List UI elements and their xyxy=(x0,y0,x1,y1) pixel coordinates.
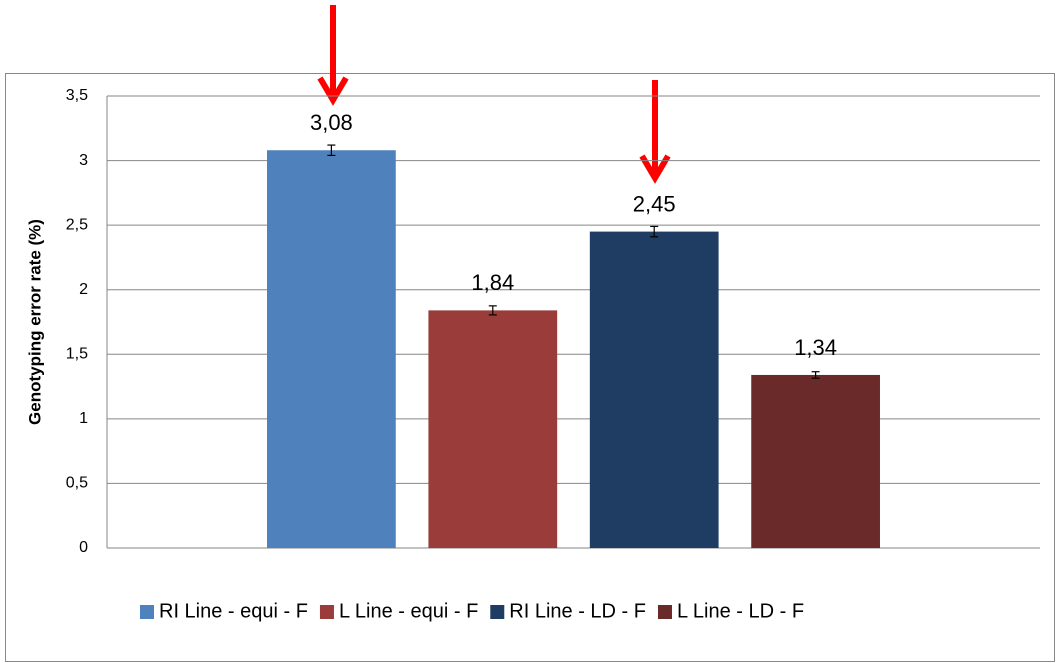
bar xyxy=(428,310,558,548)
error-bar xyxy=(488,305,497,316)
legend-swatch xyxy=(657,605,672,619)
legend-swatch xyxy=(319,605,334,619)
error-bar xyxy=(327,144,336,157)
error-bar xyxy=(811,371,820,379)
legend-swatch xyxy=(140,605,154,619)
bar xyxy=(751,374,880,548)
error-bar xyxy=(650,225,659,238)
y-tick-label: 3 xyxy=(79,152,88,169)
data-label: 3,08 xyxy=(310,110,353,135)
arrow xyxy=(317,5,349,106)
data-label: 1,34 xyxy=(794,335,837,360)
legend-swatch xyxy=(490,605,505,619)
legend-label: L Line - LD - F xyxy=(677,600,804,622)
legend-label: RI Line - LD - F xyxy=(509,600,646,622)
legend-label: RI Line - equi - F xyxy=(159,600,308,622)
y-tick-label: 1,5 xyxy=(66,346,88,363)
bar xyxy=(267,150,396,549)
data-label: 2,45 xyxy=(633,191,676,216)
y-tick-label: 1 xyxy=(79,410,88,427)
data-label: 1,84 xyxy=(471,270,514,295)
bar xyxy=(589,231,719,548)
legend-label: L Line - equi - F xyxy=(339,600,478,622)
y-tick-label: 0,5 xyxy=(66,475,88,492)
y-tick-label: 3,5 xyxy=(66,87,88,104)
y-tick-label: 2 xyxy=(79,281,88,298)
y-axis-title: Genotyping error rate (%) xyxy=(25,219,44,425)
y-tick-label: 0 xyxy=(79,539,88,556)
y-tick-label: 2,5 xyxy=(66,216,88,233)
